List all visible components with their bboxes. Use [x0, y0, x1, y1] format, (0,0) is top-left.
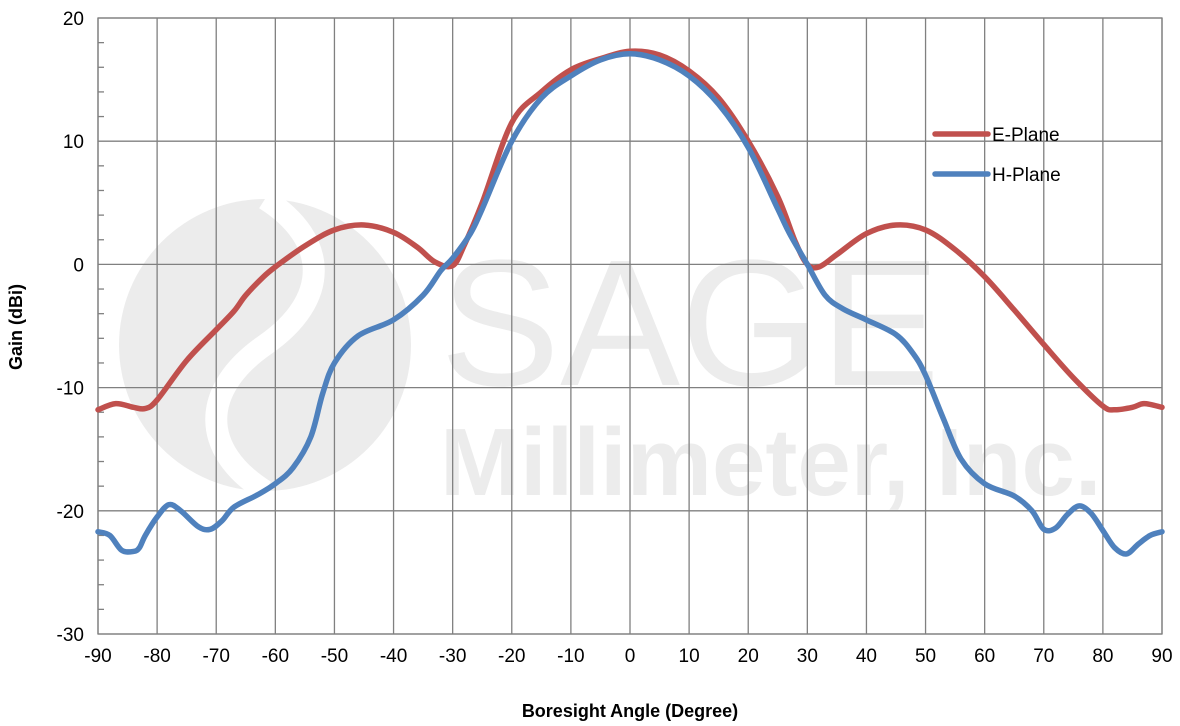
- watermark-line2: Millimeter, Inc.: [440, 409, 1102, 516]
- x-tick-label: 90: [1151, 646, 1172, 667]
- x-tick-labels: -90 -80 -70 -60 -50 -40 -30 -20 -10 0 10 20 30 40 50 60…: [84, 646, 1172, 667]
- y-tick-labels: 20 10 0 -10 -20 -30: [57, 9, 84, 646]
- x-tick-label: -90: [84, 646, 111, 667]
- x-tick-label: 70: [1033, 646, 1054, 667]
- x-tick-label: -10: [557, 646, 584, 667]
- x-tick-label: -60: [262, 646, 289, 667]
- x-tick-label: 50: [915, 646, 936, 667]
- legend: E-Plane H-Plane: [932, 125, 1061, 186]
- x-tick-label: -40: [380, 646, 407, 667]
- y-tick-label: -20: [57, 502, 84, 523]
- x-tick-label: 10: [679, 646, 700, 667]
- y-tick-label: 0: [73, 255, 84, 276]
- y-tick-label: 20: [63, 9, 84, 30]
- x-tick-label: 60: [974, 646, 995, 667]
- watermark-logo: SAGE Millimeter, Inc.: [119, 189, 1102, 516]
- y-axis-title: Gain (dBi): [6, 284, 26, 370]
- y-tick-label: 10: [63, 132, 84, 153]
- x-tick-label: -30: [439, 646, 466, 667]
- x-axis-title: Boresight Angle (Degree): [522, 701, 738, 721]
- x-tick-label: -70: [202, 646, 229, 667]
- watermark-line1: SAGE: [440, 223, 940, 424]
- x-tick-label: 40: [856, 646, 877, 667]
- series-lines: [95, 48, 1165, 557]
- series-line-h-plane: [95, 50, 1165, 557]
- x-tick-label: -80: [143, 646, 170, 667]
- x-tick-label: 0: [625, 646, 636, 667]
- x-tick-label: -50: [321, 646, 348, 667]
- legend-label-h-plane: H-Plane: [992, 165, 1061, 186]
- x-tick-label: 30: [797, 646, 818, 667]
- legend-label-e-plane: E-Plane: [992, 125, 1060, 146]
- y-tick-label: -30: [57, 625, 84, 646]
- x-tick-label: 20: [738, 646, 759, 667]
- y-tick-label: -10: [57, 379, 84, 400]
- x-tick-label: 80: [1092, 646, 1113, 667]
- x-tick-label: -20: [498, 646, 525, 667]
